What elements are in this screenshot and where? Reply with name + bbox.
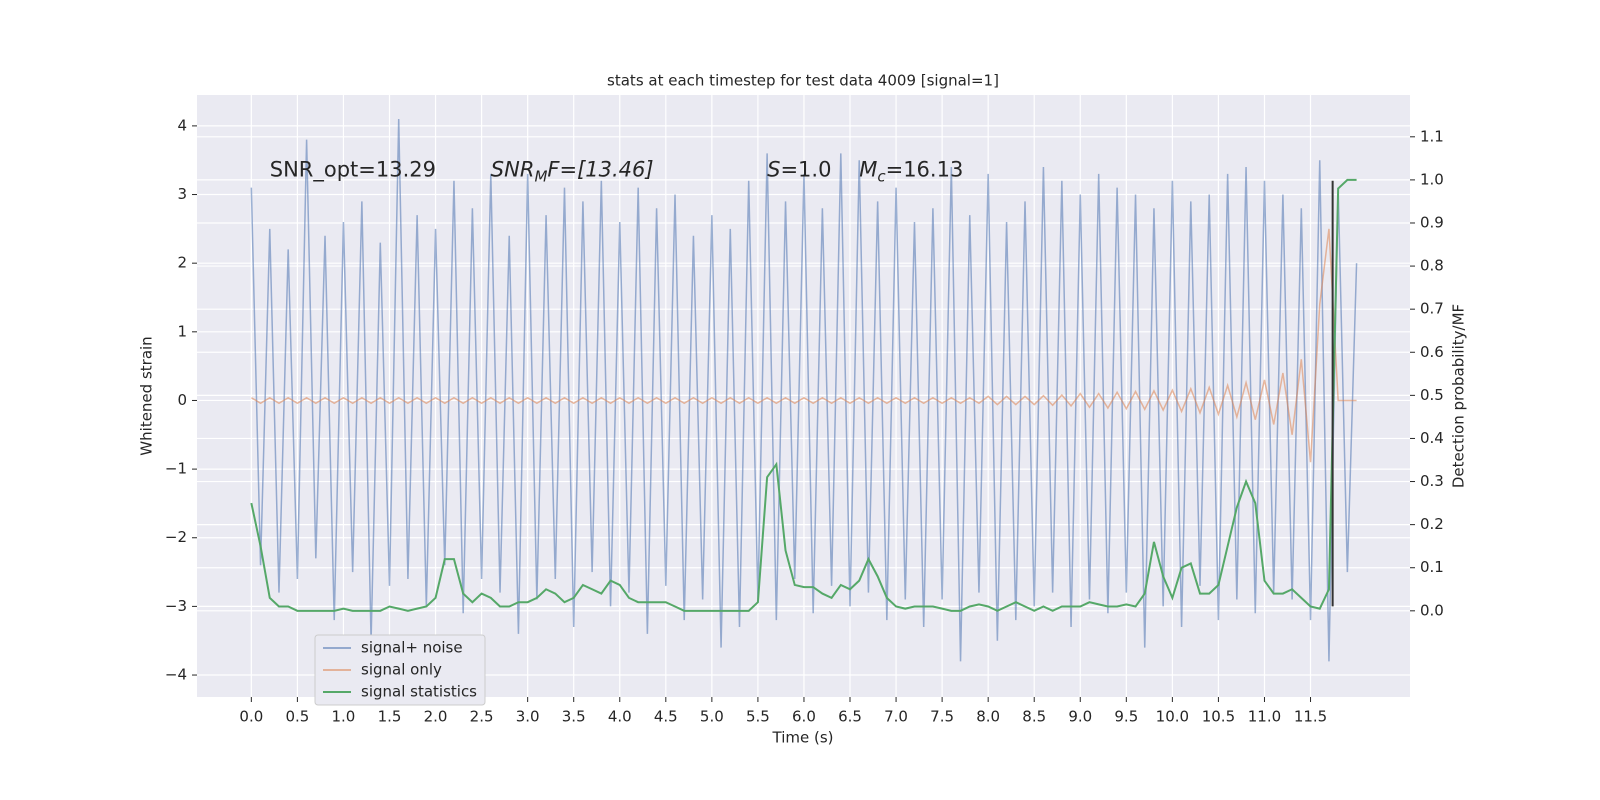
y2-tick-label: 0.5: [1420, 386, 1444, 404]
y2-tick-label: 0.6: [1420, 343, 1444, 361]
annotation-base: SNR: [491, 158, 535, 182]
y-tick-label: 4: [177, 116, 187, 134]
x-tick-label: 7.5: [930, 708, 954, 726]
series-line: [250, 119, 1358, 662]
y-tick-label: −4: [165, 666, 187, 684]
series-line: [250, 178, 1357, 612]
x-tick-label: 11.5: [1294, 708, 1327, 726]
annotation-sub: M: [534, 167, 547, 185]
legend-label: signal statistics: [361, 683, 477, 701]
annotation-rest: =1.0: [780, 158, 831, 182]
x-axis-label: Time (s): [772, 729, 834, 747]
x-tick-label: 8.5: [1022, 708, 1046, 726]
x-tick-label: 5.0: [700, 708, 724, 726]
y2-tick-label: 0.2: [1420, 515, 1444, 533]
legend-label: signal only: [361, 661, 442, 679]
y2-tick-label: 1.1: [1420, 127, 1444, 145]
legend-box: [314, 634, 486, 706]
x-tick-label: 3.0: [516, 708, 540, 726]
series-line: [250, 228, 1357, 463]
chart-title: stats at each timestep for test data 400…: [607, 72, 999, 90]
annotation-rest: F=[13.46]: [547, 158, 653, 182]
legend: signal+ noise signal only signal statistic…: [314, 634, 486, 706]
x-tick-label: 4.5: [654, 708, 678, 726]
legend-label: signal+ noise: [361, 639, 463, 657]
x-tick-label: 3.5: [562, 708, 586, 726]
annotation-base: M: [859, 158, 877, 182]
x-tick-label: 0.0: [239, 708, 263, 726]
x-tick-label: 2.0: [424, 708, 448, 726]
annotation: SNR_opt=13.29: [270, 158, 436, 183]
y2-tick-label: 0.0: [1420, 601, 1444, 619]
y2-tick-label: 1.0: [1420, 170, 1444, 188]
x-tick-label: 1.0: [332, 708, 356, 726]
y-tick-label: 3: [177, 185, 187, 203]
y-axis-label: Whitened strain: [138, 336, 156, 455]
x-tick-label: 6.0: [792, 708, 816, 726]
y2-tick-label: 0.4: [1420, 429, 1444, 447]
x-tick-label: 10.5: [1202, 708, 1235, 726]
annotation-rest: =16.13: [886, 158, 964, 182]
annotation-base: S: [767, 158, 780, 182]
y2-axis-label: Detection probability/MF: [1450, 304, 1468, 488]
x-tick-label: 7.0: [884, 708, 908, 726]
x-tick-label: 4.0: [608, 708, 632, 726]
y-tick-label: −3: [165, 597, 187, 615]
annotation: S=1.0: [767, 158, 831, 182]
y2-tick-label: 0.3: [1420, 472, 1444, 490]
annotation: Mc=16.13: [859, 158, 963, 186]
x-tick-label: 0.5: [285, 708, 309, 726]
x-tick-label: 11.0: [1248, 708, 1281, 726]
x-tick-label: 6.5: [838, 708, 862, 726]
y-tick-label: 0: [177, 391, 187, 409]
x-tick-label: 1.5: [378, 708, 402, 726]
x-tick-label: 2.5: [470, 708, 494, 726]
y2-tick-label: 0.7: [1420, 300, 1444, 318]
x-tick-label: 9.5: [1114, 708, 1138, 726]
x-tick-label: 9.0: [1068, 708, 1092, 726]
annotation-sub: c: [877, 167, 886, 185]
y-tick-label: 2: [177, 254, 187, 272]
x-tick-label: 5.5: [746, 708, 770, 726]
y-tick-label: −1: [165, 460, 187, 478]
y-tick-label: −2: [165, 528, 187, 546]
annotation: SNRMF=[13.46]: [491, 158, 654, 186]
x-tick-label: 10.0: [1156, 708, 1189, 726]
y2-tick-label: 0.9: [1420, 213, 1444, 231]
y2-tick-label: 0.1: [1420, 558, 1444, 576]
x-tick-label: 8.0: [976, 708, 1000, 726]
y-tick-label: 1: [177, 322, 187, 340]
y2-tick-label: 0.8: [1420, 257, 1444, 275]
